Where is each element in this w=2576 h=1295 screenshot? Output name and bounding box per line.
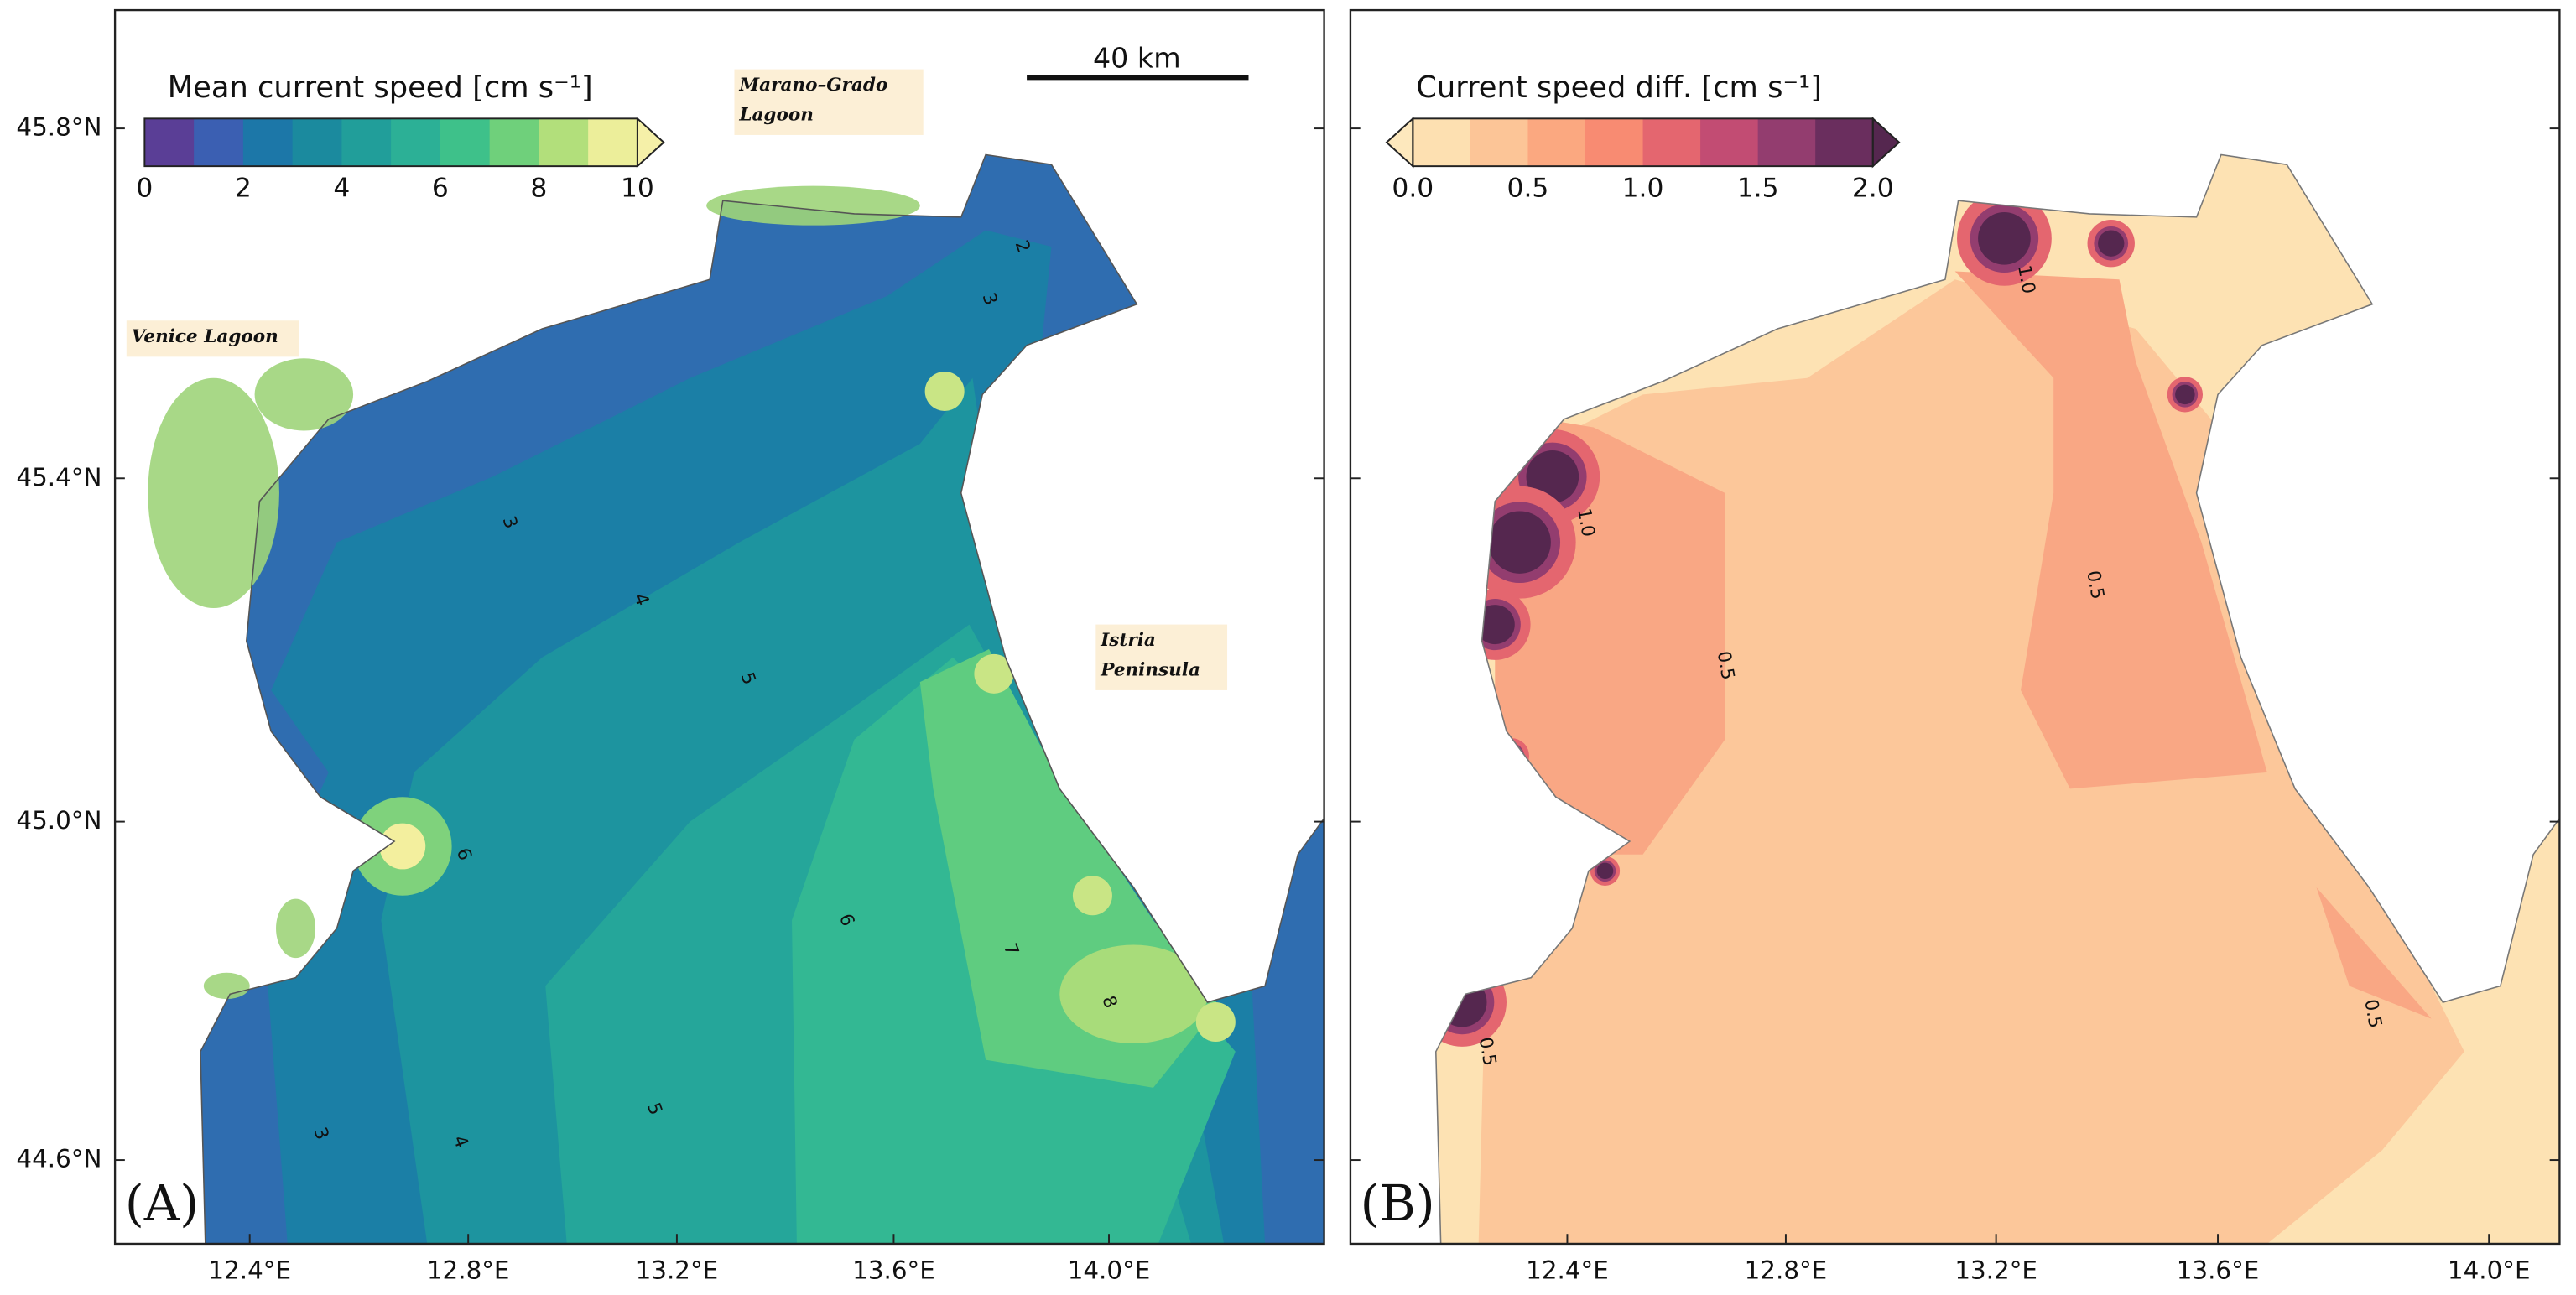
lat-label: 45.8°N	[16, 113, 101, 142]
lon-label: 13.2°E	[636, 1256, 719, 1285]
contour-band	[1596, 862, 1614, 880]
contour-label: 1.0	[2013, 263, 2039, 295]
panel-label: (A)	[125, 1174, 199, 1232]
colorbar-tick: 6	[432, 174, 449, 204]
lat-label: 44.6°N	[16, 1145, 101, 1173]
lagoon	[203, 972, 250, 1000]
colorbar-title: Mean current speed [cm s⁻¹]	[168, 70, 593, 105]
colorbar-frame	[143, 117, 638, 168]
lon-label: 13.6°E	[852, 1256, 935, 1285]
lat-label: 45.0°N	[16, 806, 101, 835]
lagoon	[148, 377, 279, 608]
contour-label: 0.5	[2360, 998, 2386, 1030]
colorbar-tick: 0	[136, 174, 153, 204]
place-box	[734, 69, 924, 135]
colorbar-swatch	[1413, 118, 1471, 167]
contour-band	[1978, 211, 2031, 265]
place-name: Istria	[1100, 630, 1156, 651]
colorbar-swatch	[391, 118, 441, 167]
place-name: Peninsula	[1100, 659, 1200, 680]
colorbar-tick: 4	[333, 174, 350, 204]
lagoon	[276, 898, 316, 959]
place-name: Marano–Grado	[738, 75, 887, 96]
coastline	[200, 153, 1325, 1245]
contour-band	[974, 653, 1014, 694]
colorbar-tick: 0.0	[1392, 174, 1434, 204]
contour-band	[1488, 511, 1551, 574]
lon-label: 12.8°E	[427, 1256, 510, 1285]
colorbar-tick: 8	[530, 174, 547, 204]
colorbar-swatch	[341, 118, 393, 167]
colorbar-swatch	[292, 118, 343, 167]
map-panel: 45.8°N 45.4°N 45.0°N 44.6°N 12.4°E 12.8°E 13.2…	[16, 8, 1325, 1285]
colorbar-swatch	[1642, 118, 1702, 167]
colorbar-tick: 2	[235, 174, 252, 204]
lon-label: 12.8°E	[1745, 1256, 1828, 1285]
place-box	[1095, 624, 1228, 690]
lon-label: 14.0°E	[2448, 1256, 2531, 1285]
frame	[1349, 8, 2561, 1246]
place-box	[126, 320, 299, 357]
scale-bar-label: 40 km	[1093, 41, 1181, 74]
colorbar-swatch	[489, 118, 540, 167]
contour-band	[1059, 944, 1208, 1044]
coastline	[1434, 153, 2561, 1245]
contour-label: 0.5	[1475, 1036, 1501, 1068]
colorbar-frame	[1412, 117, 1874, 168]
contour-label: 1.0	[1573, 507, 1599, 538]
colorbar-tick: 10	[621, 174, 654, 204]
lagoon	[706, 185, 920, 226]
colorbar-tick: 0.5	[1507, 174, 1549, 204]
colorbar-swatch	[1527, 118, 1586, 167]
frame	[113, 8, 1325, 1246]
colorbar-swatch	[1470, 118, 1529, 167]
colorbar-swatch	[588, 118, 638, 167]
lon-label: 14.0°E	[1068, 1256, 1151, 1285]
colorbar-tick: 1.5	[1737, 174, 1779, 204]
contour-label: 0.5	[1713, 649, 1739, 681]
contour-band	[1195, 1002, 1236, 1043]
contour-band	[1072, 876, 1112, 916]
contour-band	[379, 823, 426, 870]
contour-band	[924, 371, 965, 411]
contour-band	[2175, 384, 2195, 405]
colorbar-swatch	[440, 118, 491, 167]
colorbar-swatch	[1585, 118, 1644, 167]
place-name: Venice Lagoon	[132, 326, 278, 347]
colorbar-tick: 1.0	[1622, 174, 1664, 204]
contour-band	[1475, 605, 1515, 645]
contour-band	[2098, 230, 2125, 257]
lon-label: 13.2°E	[1954, 1256, 2037, 1285]
lon-label: 12.4°E	[1526, 1256, 1609, 1285]
colorbar-swatch	[194, 118, 244, 167]
panel-label: (B)	[1361, 1174, 1435, 1232]
contour-band	[1954, 271, 2267, 789]
colorbar-swatch	[1700, 118, 1759, 167]
colorbar-swatch	[242, 118, 294, 167]
contour-label: 0.5	[2082, 569, 2108, 601]
map-panel: 12.4°E 12.8°E 13.2°E 13.6°E 14.0°E Current sp…	[1349, 8, 2561, 1285]
place-name: Lagoon	[738, 104, 814, 125]
colorbar-tick: 2.0	[1852, 174, 1894, 204]
colorbar-title: Current speed diff. [cm s⁻¹]	[1416, 70, 1822, 105]
lagoon	[254, 358, 354, 431]
colorbar-swatch	[1815, 118, 1874, 167]
colorbar-swatch	[1757, 118, 1817, 167]
colorbar-swatch	[539, 118, 590, 167]
lat-label: 45.4°N	[16, 463, 101, 491]
lon-label: 12.4°E	[208, 1256, 291, 1285]
colorbar-swatch	[144, 118, 195, 167]
lon-label: 13.6°E	[2177, 1256, 2260, 1285]
